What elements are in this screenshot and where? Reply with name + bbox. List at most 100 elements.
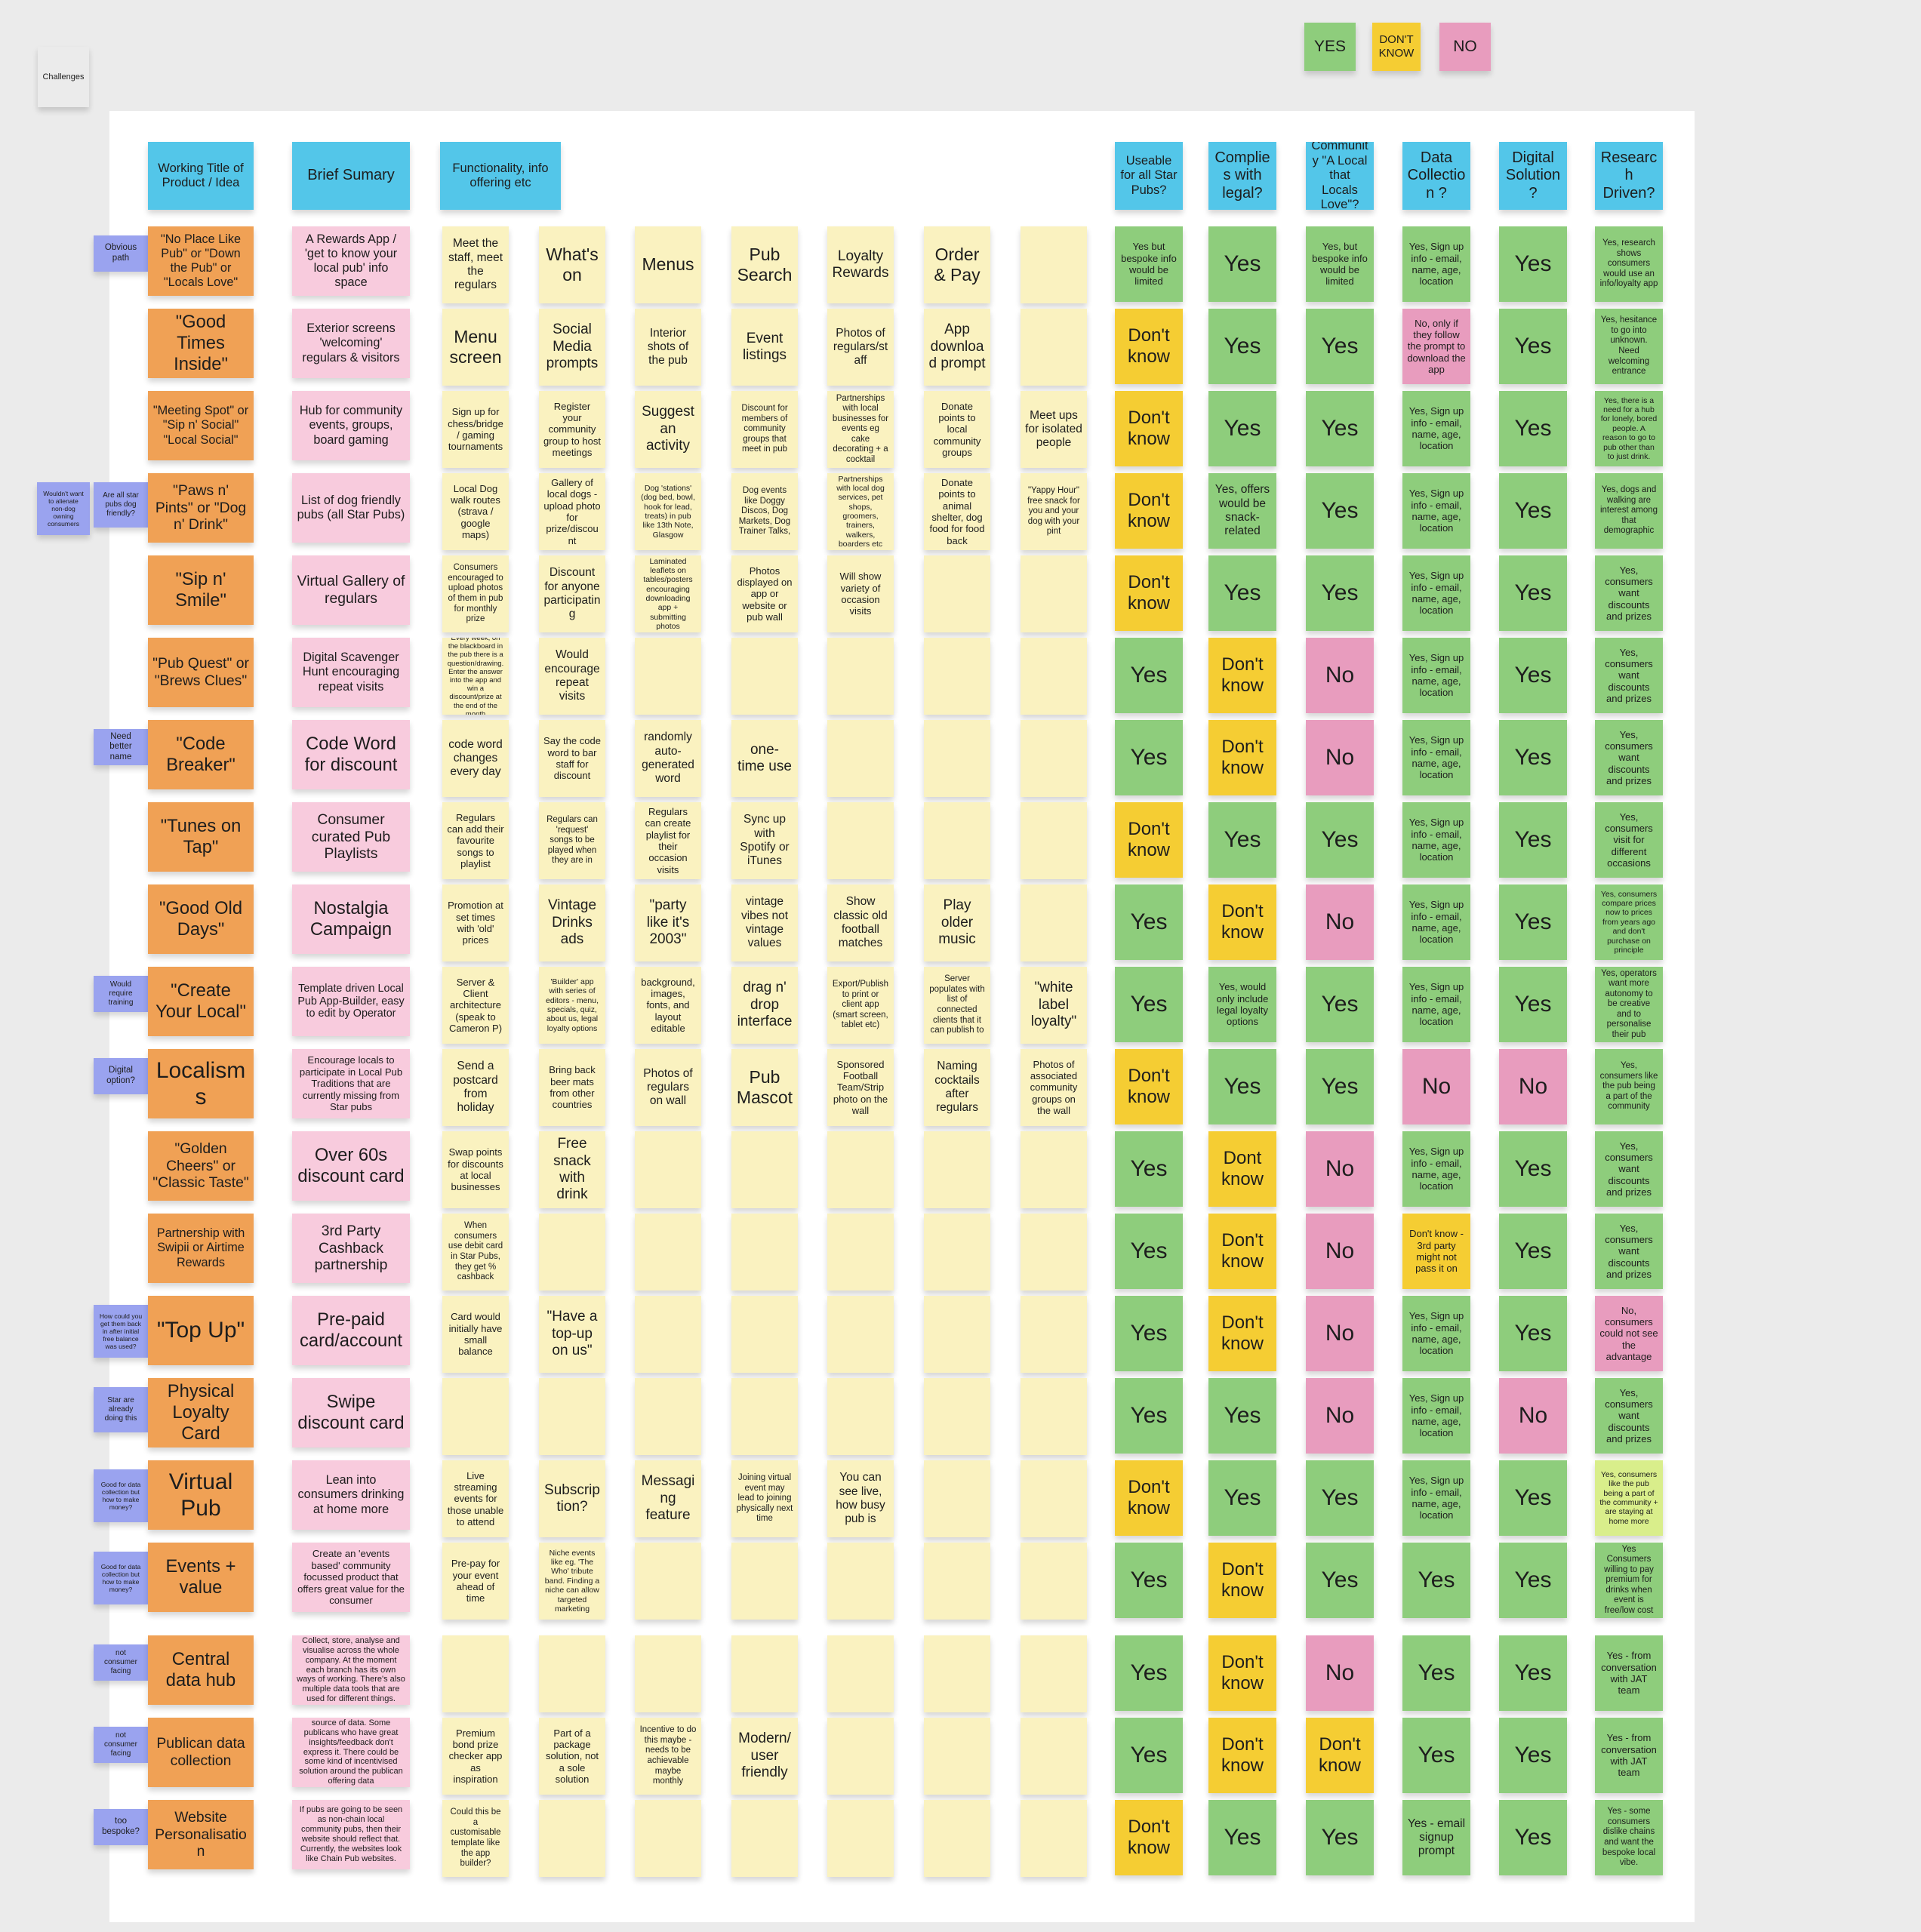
functionality-note-empty[interactable] bbox=[1021, 884, 1087, 961]
functionality-note-empty[interactable] bbox=[731, 1131, 798, 1208]
functionality-note[interactable]: Photos displayed on app or website or pu… bbox=[731, 555, 798, 632]
functionality-note-empty[interactable] bbox=[635, 1635, 701, 1712]
functionality-note-empty[interactable] bbox=[827, 1296, 894, 1373]
functionality-note-empty[interactable] bbox=[1021, 1378, 1087, 1455]
functionality-note[interactable]: 'Builder' app with series of editors - m… bbox=[539, 967, 605, 1044]
functionality-note[interactable]: Dog 'stations' (dog bed, bowl, hook for … bbox=[635, 473, 701, 550]
legend-note-no[interactable]: NO bbox=[1439, 23, 1491, 71]
functionality-note[interactable]: Sync up with Spotify or iTunes bbox=[731, 802, 798, 879]
assessment-note-complies[interactable]: Yes, offers would be snack-related bbox=[1208, 473, 1276, 549]
assessment-note-community[interactable]: Yes bbox=[1306, 1049, 1374, 1124]
functionality-note-empty[interactable] bbox=[731, 1800, 798, 1877]
functionality-note[interactable]: drag n' drop interface bbox=[731, 967, 798, 1044]
annotation-note[interactable]: not consumer facing bbox=[94, 1727, 148, 1763]
assessment-note-useable[interactable]: Yes but bespoke info would be limited bbox=[1115, 226, 1183, 302]
functionality-note-empty[interactable] bbox=[731, 1378, 798, 1455]
assessment-note-data[interactable]: Yes, Sign up info - email, name, age, lo… bbox=[1402, 638, 1470, 713]
functionality-note[interactable]: Loyalty Rewards bbox=[827, 226, 894, 303]
assessment-note-useable[interactable]: Don't know bbox=[1115, 1460, 1183, 1536]
functionality-note-empty[interactable] bbox=[827, 720, 894, 797]
assessment-note-digital[interactable]: Yes bbox=[1499, 391, 1567, 466]
assessment-note-community[interactable]: Yes, but bespoke info would be limited bbox=[1306, 226, 1374, 302]
functionality-note[interactable]: Suggest an activity bbox=[635, 391, 701, 468]
assessment-note-research[interactable]: Yes - from conversation with JAT team bbox=[1595, 1718, 1663, 1793]
brief-note[interactable]: Encourage locals to participate in Local… bbox=[292, 1049, 410, 1118]
assessment-note-data[interactable]: Yes, Sign up info - email, name, age, lo… bbox=[1402, 473, 1470, 549]
assessment-note-complies[interactable]: Yes bbox=[1208, 1378, 1276, 1454]
assessment-note-complies[interactable]: Yes bbox=[1208, 1800, 1276, 1875]
brief-note[interactable]: If pubs are going to be seen as non-chai… bbox=[292, 1800, 410, 1869]
assessment-note-useable[interactable]: Don't know bbox=[1115, 802, 1183, 878]
assessment-note-useable[interactable]: Don't know bbox=[1115, 473, 1183, 549]
title-note[interactable]: "Code Breaker" bbox=[148, 720, 254, 789]
assessment-note-community[interactable]: No bbox=[1306, 884, 1374, 960]
assessment-note-community[interactable]: No bbox=[1306, 1296, 1374, 1371]
assessment-note-research[interactable]: Yes, consumers want discounts and prizes bbox=[1595, 720, 1663, 795]
column-header-research[interactable]: Research Driven? bbox=[1595, 142, 1663, 210]
assessment-note-data[interactable]: Yes, Sign up info - email, name, age, lo… bbox=[1402, 1296, 1470, 1371]
functionality-note[interactable]: Niche events like eg. 'The Who' tribute … bbox=[539, 1543, 605, 1620]
title-note[interactable]: "Paws n' Pints" or "Dog n' Drink" bbox=[148, 473, 254, 543]
assessment-note-useable[interactable]: Yes bbox=[1115, 638, 1183, 713]
assessment-note-complies[interactable]: Yes bbox=[1208, 555, 1276, 631]
functionality-note-empty[interactable] bbox=[731, 1635, 798, 1712]
functionality-note[interactable]: Social Media prompts bbox=[539, 309, 605, 386]
functionality-note[interactable]: "Have a top-up on us" bbox=[539, 1296, 605, 1373]
assessment-note-useable[interactable]: Yes bbox=[1115, 1131, 1183, 1207]
assessment-note-digital[interactable]: No bbox=[1499, 1378, 1567, 1454]
functionality-note[interactable]: Promotion at set times with 'old' prices bbox=[442, 884, 509, 961]
functionality-note[interactable]: Messaging feature bbox=[635, 1460, 701, 1537]
assessment-note-community[interactable]: Don't know bbox=[1306, 1718, 1374, 1793]
brief-note[interactable]: Exterior screens 'welcoming' regulars & … bbox=[292, 309, 410, 378]
functionality-note[interactable]: Order & Pay bbox=[924, 226, 990, 303]
title-note[interactable]: Localisms bbox=[148, 1049, 254, 1118]
brief-note[interactable]: Consumer curated Pub Playlists bbox=[292, 802, 410, 872]
functionality-note[interactable]: Sign up for chess/bridge/ gaming tournam… bbox=[442, 391, 509, 468]
assessment-note-community[interactable]: No bbox=[1306, 638, 1374, 713]
assessment-note-digital[interactable]: Yes bbox=[1499, 802, 1567, 878]
functionality-note-empty[interactable] bbox=[924, 1460, 990, 1537]
functionality-note[interactable]: You can see live, how busy pub is bbox=[827, 1460, 894, 1537]
functionality-note[interactable]: background, images, fonts, and layout ed… bbox=[635, 967, 701, 1044]
annotation-note[interactable]: Star are already doing this bbox=[94, 1387, 148, 1432]
assessment-note-complies[interactable]: Yes bbox=[1208, 1049, 1276, 1124]
functionality-note[interactable]: "Yappy Hour" free snack for you and your… bbox=[1021, 473, 1087, 550]
functionality-note-empty[interactable] bbox=[924, 1543, 990, 1620]
assessment-note-community[interactable]: Yes bbox=[1306, 391, 1374, 466]
assessment-note-research[interactable]: Yes, consumers want discounts and prizes bbox=[1595, 1214, 1663, 1289]
challenges-note[interactable]: Challenges bbox=[38, 47, 89, 107]
assessment-note-data[interactable]: Yes, Sign up info - email, name, age, lo… bbox=[1402, 1378, 1470, 1454]
functionality-note[interactable]: Partnerships with local dog services, pe… bbox=[827, 473, 894, 550]
brief-note[interactable]: Code Word for discount bbox=[292, 720, 410, 789]
brief-note[interactable]: Digital Scavenger Hunt encouraging repea… bbox=[292, 638, 410, 707]
assessment-note-useable[interactable]: Yes bbox=[1115, 1635, 1183, 1711]
functionality-note-empty[interactable] bbox=[1021, 1460, 1087, 1537]
functionality-note-empty[interactable] bbox=[924, 555, 990, 632]
assessment-note-data[interactable]: No, only if they follow the prompt to do… bbox=[1402, 309, 1470, 384]
annotation-note[interactable]: Digital option? bbox=[94, 1058, 148, 1094]
title-note[interactable]: "Create Your Local" bbox=[148, 967, 254, 1036]
functionality-note-empty[interactable] bbox=[635, 1800, 701, 1877]
assessment-note-complies[interactable]: Don't know bbox=[1208, 1214, 1276, 1289]
functionality-note[interactable]: Sponsored Football Team/Strip photo on t… bbox=[827, 1049, 894, 1126]
functionality-note[interactable]: Pub Search bbox=[731, 226, 798, 303]
functionality-note[interactable]: Consumers encouraged to upload photos of… bbox=[442, 555, 509, 632]
functionality-note-empty[interactable] bbox=[827, 1131, 894, 1208]
functionality-note-empty[interactable] bbox=[827, 638, 894, 715]
annotation-note[interactable]: Are all star pubs dog friendly? bbox=[94, 482, 148, 528]
functionality-note[interactable]: Photos of regulars/staff bbox=[827, 309, 894, 386]
functionality-note-empty[interactable] bbox=[827, 1718, 894, 1795]
functionality-note[interactable]: Server populates with list of connected … bbox=[924, 967, 990, 1044]
functionality-note[interactable]: Joining virtual event may lead to joinin… bbox=[731, 1460, 798, 1537]
functionality-note[interactable]: Pub Mascot bbox=[731, 1049, 798, 1126]
functionality-note-empty[interactable] bbox=[924, 1718, 990, 1795]
functionality-note[interactable]: Card would initially have small balance bbox=[442, 1296, 509, 1373]
functionality-note[interactable]: Send a postcard from holiday bbox=[442, 1049, 509, 1126]
assessment-note-data[interactable]: Yes - email signup prompt bbox=[1402, 1800, 1470, 1875]
column-header-community[interactable]: Community "A Local that Locals Love"? bbox=[1306, 142, 1374, 210]
assessment-note-data[interactable]: Yes, Sign up info - email, name, age, lo… bbox=[1402, 1131, 1470, 1207]
assessment-note-research[interactable]: Yes, research shows consumers would use … bbox=[1595, 226, 1663, 302]
annotation-note[interactable]: Wouldn't want to alienate non-dog owning… bbox=[37, 482, 90, 535]
legend-note-yes[interactable]: YES bbox=[1304, 23, 1356, 71]
functionality-note[interactable]: Naming cocktails after regulars bbox=[924, 1049, 990, 1126]
